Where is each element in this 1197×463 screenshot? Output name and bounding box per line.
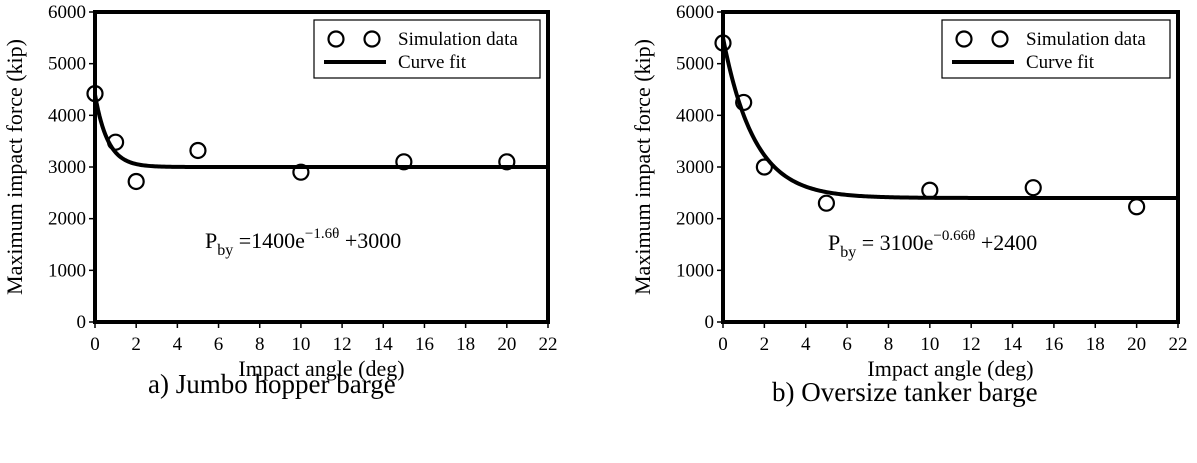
x-tick-label: 8	[255, 334, 265, 355]
x-tick-label: 22	[539, 334, 558, 355]
data-point	[1128, 198, 1146, 216]
x-axis-label: Impact angle (deg)	[867, 356, 1033, 381]
curve-fit-line	[93, 94, 548, 169]
x-tick-label: 20	[1127, 334, 1146, 355]
x-tick-label: 6	[842, 334, 852, 355]
curve-fit-line	[721, 37, 1178, 200]
y-tick-label: 0	[77, 312, 87, 333]
y-tick-label: 6000	[48, 2, 86, 23]
y-tick-label: 5000	[48, 54, 86, 75]
legend-marker	[363, 30, 381, 48]
legend-marker	[991, 30, 1009, 48]
legend-label-curve-fit: Curve fit	[398, 52, 467, 73]
equation-annotation: Pby = 3100e−0.66θ +2400	[828, 228, 1037, 261]
x-tick-label: 8	[884, 334, 894, 355]
x-tick-label: 14	[1003, 334, 1023, 355]
data-point	[1024, 179, 1042, 197]
equation-annotation: Pby =1400e−1.6θ +3000	[205, 226, 401, 259]
x-tick-label: 2	[760, 334, 770, 355]
y-tick-label: 1000	[48, 260, 86, 281]
x-tick-label: 18	[1086, 334, 1105, 355]
y-tick-label: 1000	[676, 260, 714, 281]
y-tick-label: 2000	[48, 209, 86, 230]
y-axis-label: Maximum impact force (kip)	[2, 39, 27, 295]
data-point	[127, 172, 145, 191]
legend-box	[313, 19, 541, 79]
x-tick-label: 22	[1169, 334, 1188, 355]
y-tick-label: 6000	[676, 2, 714, 23]
x-tick-label: 12	[333, 334, 352, 355]
data-point	[292, 163, 310, 181]
y-tick-label: 3000	[48, 157, 86, 178]
x-tick-label: 10	[920, 334, 939, 355]
x-tick-label: 16	[415, 334, 434, 355]
x-tick-label: 2	[131, 334, 141, 355]
data-point	[714, 34, 732, 52]
x-axis-label: Impact angle (deg)	[238, 356, 404, 381]
y-tick-label: 5000	[676, 54, 714, 75]
x-tick-label: 0	[90, 334, 100, 355]
x-tick-label: 4	[801, 334, 811, 355]
data-point	[189, 141, 207, 160]
legend-box	[941, 19, 1171, 79]
x-tick-label: 12	[962, 334, 981, 355]
x-tick-label: 6	[214, 334, 224, 355]
data-point	[498, 153, 516, 171]
x-tick-label: 16	[1044, 334, 1063, 355]
legend-marker	[955, 30, 973, 48]
x-tick-label: 4	[173, 334, 183, 355]
x-tick-label: 20	[497, 334, 516, 355]
data-point	[817, 194, 836, 212]
legend-label-simulation: Simulation data	[398, 29, 518, 50]
legend-marker	[327, 30, 345, 48]
y-axis-label: Maximum impact force (kip)	[630, 39, 655, 295]
y-tick-label: 4000	[676, 105, 714, 126]
chart-panel-b: 0 1000 2000 3000 4000 5000 6000 0 2 4 6 8 10 12 14 16 18…	[630, 2, 1188, 407]
x-tick-label: 18	[456, 334, 475, 355]
y-tick-label: 0	[705, 312, 715, 333]
x-tick-label: 14	[374, 334, 394, 355]
x-tick-label: 0	[718, 334, 728, 355]
data-point	[921, 181, 939, 199]
data-point	[395, 153, 413, 171]
legend-label-simulation: Simulation data	[1026, 29, 1146, 50]
panel-caption: a) Jumbo hopper barge	[148, 369, 396, 399]
chart-panel-a: 0 1000 2000 3000 4000 5000 6000 0 2 4 6 8 10 12 14 16 18…	[2, 2, 558, 399]
panel-caption: b) Oversize tanker barge	[772, 377, 1038, 407]
y-tick-label: 4000	[48, 105, 86, 126]
y-tick-label: 3000	[676, 157, 714, 178]
y-tick-label: 2000	[676, 209, 714, 230]
legend-label-curve-fit: Curve fit	[1026, 52, 1095, 73]
x-tick-label: 10	[291, 334, 310, 355]
